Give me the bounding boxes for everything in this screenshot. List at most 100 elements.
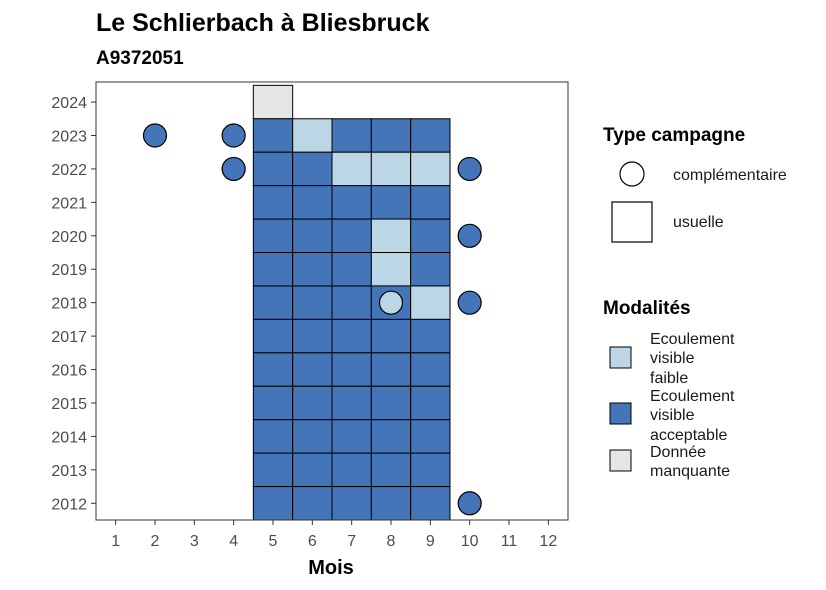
tile-2022-5 bbox=[252, 151, 294, 187]
legend-square-key bbox=[611, 201, 653, 243]
x-tick-label: 8 bbox=[387, 533, 396, 550]
legend-key-faible bbox=[609, 346, 632, 369]
point-2022-10 bbox=[457, 156, 482, 182]
tile-2018-6 bbox=[292, 285, 333, 320]
y-tick-label: 2022 bbox=[51, 162, 87, 179]
legend-type-campagne: Type campagne complémentaire usuelle bbox=[603, 125, 787, 243]
tile-2018-7 bbox=[331, 285, 372, 320]
tile-2014-5 bbox=[252, 419, 294, 454]
tile-2016-7 bbox=[331, 352, 372, 387]
x-tick-label: 2 bbox=[151, 533, 160, 550]
y-tick-label: 2023 bbox=[51, 128, 87, 145]
tile-2020-7 bbox=[331, 218, 372, 254]
tile-2012-8 bbox=[370, 486, 412, 521]
tile-2022-7 bbox=[331, 151, 372, 187]
tile-2023-6 bbox=[292, 118, 333, 153]
x-tick-label: 4 bbox=[229, 533, 238, 550]
tile-2020-5 bbox=[252, 218, 294, 254]
tile-2012-9 bbox=[410, 486, 451, 521]
y-axis: 2012 2013 2014 2015 2016 2017 2018 2019 2020 2021… bbox=[51, 95, 96, 513]
tile-2014-8 bbox=[370, 419, 412, 454]
y-tick-label: 2016 bbox=[51, 363, 87, 380]
point-2022-4 bbox=[221, 156, 246, 182]
legend-label-faible: Ecoulement visible faible bbox=[650, 331, 735, 387]
x-tick-label: 3 bbox=[190, 533, 199, 550]
y-tick-label: 2017 bbox=[51, 329, 87, 346]
y-tick-label: 2013 bbox=[51, 463, 87, 480]
point-2018-8 bbox=[378, 290, 404, 315]
y-tick-label: 2019 bbox=[51, 262, 87, 279]
x-tick-label: 6 bbox=[308, 533, 317, 550]
y-tick-label: 2012 bbox=[51, 496, 87, 513]
tile-2022-9 bbox=[410, 151, 451, 187]
tile-2021-7 bbox=[331, 185, 372, 220]
y-tick-label: 2015 bbox=[51, 396, 87, 413]
legend-type-label-usuelle: usuelle bbox=[673, 214, 724, 231]
y-tick-label: 2020 bbox=[51, 229, 87, 246]
point-2020-10 bbox=[457, 223, 482, 248]
x-tick-label: 7 bbox=[347, 533, 356, 550]
tile-2018-5 bbox=[252, 285, 294, 320]
tile-2019-8 bbox=[370, 252, 412, 287]
tile-2016-9 bbox=[410, 352, 451, 387]
x-tick-label: 5 bbox=[269, 533, 278, 550]
tile-2023-7 bbox=[331, 118, 372, 153]
legend-key-manquante bbox=[609, 449, 632, 472]
tile-2021-5 bbox=[252, 185, 294, 220]
chart-subtitle: A9372051 bbox=[96, 48, 184, 69]
tile-2013-6 bbox=[292, 452, 333, 488]
tile-2012-7 bbox=[331, 486, 372, 521]
tile-2013-8 bbox=[370, 452, 412, 488]
tile-2017-8 bbox=[370, 318, 412, 354]
tile-2012-6 bbox=[292, 486, 333, 521]
tile-layer bbox=[142, 84, 482, 521]
legend-label-acceptable: Ecoulement visible acceptable bbox=[650, 388, 735, 444]
legend-type-label-complementaire: complémentaire bbox=[673, 167, 787, 184]
tile-2020-8 bbox=[370, 218, 412, 254]
x-axis: 1 2 3 4 5 6 7 8 9 10 11 12 bbox=[111, 520, 557, 550]
tile-2012-5 bbox=[252, 486, 294, 521]
plot-panel-border bbox=[95, 81, 569, 521]
y-tick-label: 2018 bbox=[51, 296, 87, 313]
tile-2017-9 bbox=[410, 318, 451, 354]
x-tick-label: 9 bbox=[426, 533, 435, 550]
tile-2023-5 bbox=[252, 118, 294, 153]
point-2023-2 bbox=[142, 123, 168, 148]
tile-2017-5 bbox=[252, 318, 294, 354]
tile-2014-9 bbox=[410, 419, 451, 454]
legend-modalites-title: Modalités bbox=[603, 298, 691, 319]
tile-2019-7 bbox=[331, 252, 372, 287]
legend-modalites: Modalités Ecoulement visible faible Ecoule… bbox=[603, 298, 735, 480]
tile-2014-7 bbox=[331, 419, 372, 454]
tile-2024-5 bbox=[252, 84, 294, 120]
tile-2018-9 bbox=[410, 285, 451, 320]
tile-2021-6 bbox=[292, 185, 333, 220]
y-tick-label: 2024 bbox=[51, 95, 87, 112]
x-tick-label: 10 bbox=[461, 533, 479, 550]
tile-2020-9 bbox=[410, 218, 451, 254]
legend-circle-key bbox=[619, 161, 645, 187]
x-tick-label: 1 bbox=[111, 533, 120, 550]
tile-2015-8 bbox=[370, 385, 412, 421]
tile-2022-8 bbox=[370, 151, 412, 187]
legend-type-title: Type campagne bbox=[603, 125, 745, 146]
x-tick-label: 11 bbox=[501, 533, 518, 550]
x-axis-label: Mois bbox=[308, 557, 354, 579]
tile-2013-5 bbox=[252, 452, 294, 488]
tile-2016-5 bbox=[252, 352, 294, 387]
tile-2013-9 bbox=[410, 452, 451, 488]
point-2018-10 bbox=[457, 290, 482, 315]
tile-2017-7 bbox=[331, 318, 372, 354]
legend-key-acceptable bbox=[609, 402, 632, 425]
y-tick-label: 2014 bbox=[51, 429, 87, 446]
tile-2015-9 bbox=[410, 385, 451, 421]
tile-2017-6 bbox=[292, 318, 333, 354]
tile-2015-5 bbox=[252, 385, 294, 421]
tile-2021-8 bbox=[370, 185, 412, 220]
legend-label-manquante: Donnée manquante bbox=[650, 444, 730, 480]
tile-2023-9 bbox=[410, 118, 451, 153]
chart-title: Le Schlierbach à Bliesbruck bbox=[96, 9, 430, 37]
tile-2019-6 bbox=[292, 252, 333, 287]
tile-2021-9 bbox=[410, 185, 451, 220]
